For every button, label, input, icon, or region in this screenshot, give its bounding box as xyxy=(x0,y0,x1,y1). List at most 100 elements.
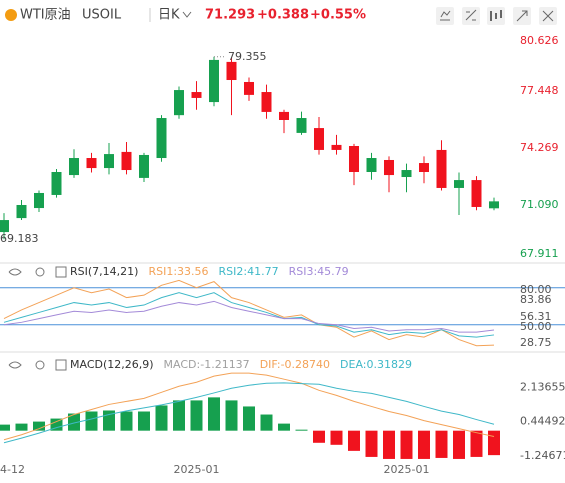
symbol-title: WTI原油 xyxy=(20,8,71,23)
candle-body xyxy=(139,154,149,178)
tool-icon xyxy=(490,10,502,21)
y-tick-label: 83.86 xyxy=(520,293,552,306)
settings-icon[interactable] xyxy=(35,360,45,370)
y-tick-label: 77.448 xyxy=(520,84,559,97)
candle-body xyxy=(156,118,167,159)
annotation: 79.355 xyxy=(228,50,267,63)
candle-body xyxy=(16,204,27,219)
macd-bar xyxy=(68,413,80,431)
tool-button[interactable] xyxy=(462,7,480,25)
macd-bar xyxy=(243,406,255,431)
candle-body xyxy=(296,118,307,133)
macd-bar xyxy=(278,423,290,431)
y-tick-label: 71.090 xyxy=(520,198,559,211)
candle-body xyxy=(209,59,219,103)
candle-body xyxy=(436,149,447,188)
change: +0.388 xyxy=(257,8,309,23)
candle-body xyxy=(314,128,324,150)
y-tick-label: 67.911 xyxy=(520,247,559,260)
y-tick-label: 0.44492 xyxy=(520,415,565,428)
candle-body xyxy=(0,220,9,233)
candle-body xyxy=(331,144,342,150)
tool-icon xyxy=(516,10,528,22)
annotation: 69.183 xyxy=(0,232,39,245)
eye-icon[interactable] xyxy=(8,268,22,276)
candle-body xyxy=(226,61,237,81)
macd-bar xyxy=(365,430,378,457)
panel-title: MACD(12,26,9) xyxy=(70,358,154,371)
y-tick-label: 50.00 xyxy=(520,320,552,333)
macd-bar xyxy=(225,400,238,431)
legend-entry: RSI1:33.56 xyxy=(148,265,208,278)
candle-body xyxy=(69,158,79,176)
macd-bar xyxy=(208,397,220,431)
macd-bar xyxy=(33,421,45,431)
toolbar xyxy=(436,7,557,25)
candle-body xyxy=(174,90,184,116)
macd-bar xyxy=(15,423,28,431)
rsi-line xyxy=(3,300,495,333)
tool-button[interactable] xyxy=(436,7,454,25)
candle-body xyxy=(489,201,499,209)
x-tick-label: 4-12 xyxy=(0,463,25,476)
macd-line xyxy=(3,382,495,444)
y-tick-label: -1.24671 xyxy=(520,449,565,462)
price: 71.293 xyxy=(205,8,255,23)
candle-body xyxy=(279,111,289,120)
y-tick-label: 80.626 xyxy=(520,34,559,47)
y-tick-label: 80.00 xyxy=(520,283,552,296)
macd-bar xyxy=(50,418,63,431)
settings-icon[interactable] xyxy=(35,267,45,277)
period-arrow[interactable] xyxy=(182,11,192,18)
rsi-line xyxy=(3,292,495,338)
macd-bar xyxy=(85,411,98,431)
macd-bar xyxy=(120,411,133,431)
y-tick-label: 74.269 xyxy=(520,141,559,154)
y-tick-label: 56.31 xyxy=(520,310,552,323)
macd-bar xyxy=(418,430,430,459)
y-tick-label: 28.75 xyxy=(520,336,552,349)
candle-body xyxy=(244,81,254,95)
tool-icon xyxy=(440,10,451,21)
candle-body xyxy=(366,158,377,173)
macd-bar xyxy=(260,414,273,431)
macd-bar xyxy=(190,400,203,431)
rsi-line xyxy=(3,279,495,347)
candle-body xyxy=(471,180,482,207)
candle-body xyxy=(349,146,359,173)
candle-body xyxy=(104,154,114,169)
index-icon[interactable] xyxy=(55,266,67,278)
period[interactable]: 日K xyxy=(158,8,180,23)
macd-bar xyxy=(330,430,343,445)
macd-bar xyxy=(348,430,360,451)
legend-entry: RSI2:41.77 xyxy=(219,265,279,278)
macd-bar xyxy=(470,430,483,457)
macd-bar xyxy=(400,430,413,459)
panel-title: RSI(7,14,21) xyxy=(70,265,138,278)
legend-entry: DEA:0.31829 xyxy=(340,358,412,371)
index-icon[interactable] xyxy=(55,359,67,371)
legend-entry: MACD:-1.21137 xyxy=(164,358,250,371)
legend-entry: RSI3:45.79 xyxy=(289,265,349,278)
candle-body xyxy=(261,92,272,112)
macd-bar xyxy=(0,424,10,431)
y-tick-label: 2.13655 xyxy=(520,381,565,394)
symbol-icon xyxy=(5,9,17,21)
candle-body xyxy=(401,170,412,178)
candle-body xyxy=(191,92,202,98)
eye-icon[interactable] xyxy=(8,361,22,369)
macd-bar xyxy=(138,411,150,431)
x-tick-label: 2025-01 xyxy=(174,463,220,476)
macd-bar xyxy=(295,429,308,431)
candle-body xyxy=(34,192,44,209)
tool-icon xyxy=(542,10,554,22)
symbol-code: USOIL xyxy=(82,8,122,23)
macd-bar xyxy=(173,400,185,431)
macd-bar xyxy=(313,430,325,443)
change-pct: +0.55% xyxy=(310,8,366,23)
candle-body xyxy=(384,159,394,176)
macd-bar xyxy=(435,430,448,458)
x-tick-label: 2025-01 xyxy=(384,463,430,476)
candle-body xyxy=(454,180,464,188)
rsi-icons xyxy=(8,266,67,278)
